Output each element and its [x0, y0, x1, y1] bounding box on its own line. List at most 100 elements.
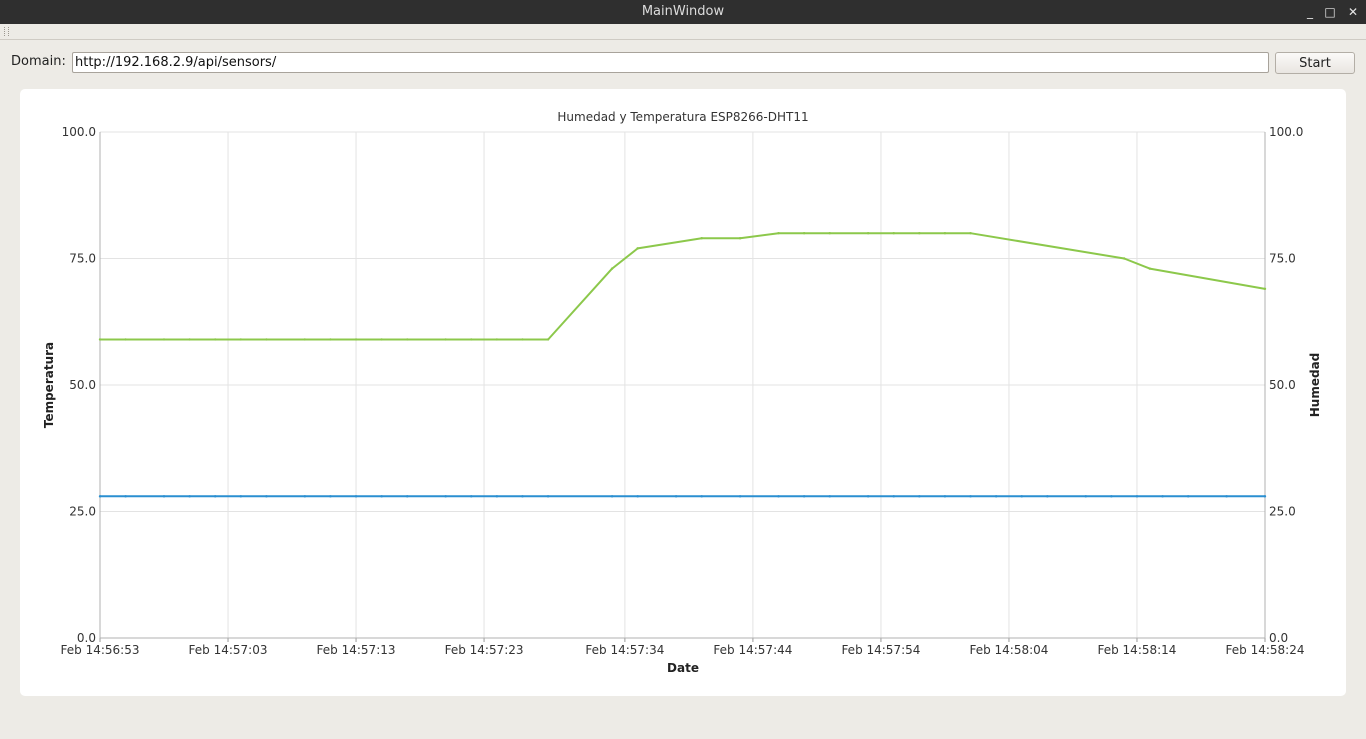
data-point — [1148, 267, 1151, 270]
y-tick-label-right: 0.0 — [1269, 631, 1288, 645]
x-axis-label: Date — [667, 661, 699, 675]
data-point — [124, 495, 127, 498]
data-point — [521, 338, 524, 341]
chart-grid — [99, 131, 1266, 639]
data-point — [892, 232, 895, 235]
maximize-icon[interactable]: □ — [1324, 5, 1336, 19]
data-point — [444, 338, 447, 341]
data-point — [546, 338, 550, 341]
window-title: MainWindow — [641, 4, 725, 19]
data-point — [738, 495, 742, 498]
data-point — [98, 495, 102, 498]
data-point — [1084, 495, 1087, 498]
data-point — [1046, 495, 1049, 498]
data-point — [239, 495, 243, 498]
x-tick-label: Feb 14:57:13 — [317, 643, 396, 657]
y-tick-label-right: 50.0 — [1269, 378, 1296, 392]
data-point — [969, 232, 972, 235]
data-point — [214, 495, 217, 498]
data-point — [444, 495, 447, 498]
y-tick-label-right: 75.0 — [1269, 252, 1296, 266]
data-point — [943, 495, 947, 498]
x-tick-label: Feb 14:56:53 — [61, 643, 140, 657]
chart-series — [98, 232, 1267, 498]
data-point — [1263, 287, 1267, 291]
data-point — [1186, 495, 1190, 498]
y-tick-label-left: 75.0 — [69, 252, 96, 266]
data-point — [521, 495, 524, 498]
y-tick-label-left: 25.0 — [69, 505, 96, 519]
data-point — [866, 232, 870, 235]
x-tick-label: Feb 14:57:23 — [445, 643, 524, 657]
data-point — [610, 495, 614, 498]
chart-title: Humedad y Temperatura ESP8266-DHT11 — [557, 110, 808, 124]
y-axis-left-label: Temperatura — [42, 342, 56, 428]
window-titlebar: MainWindow _ □ ✕ — [0, 0, 1366, 24]
data-point — [969, 495, 972, 498]
data-point — [892, 495, 895, 498]
data-point — [546, 495, 550, 498]
chart-axes: 0.0 0.0 25.0 25.0 50.0 50.0 75.0 75.0 100.0 100.0… — [61, 125, 1305, 657]
data-point — [1161, 495, 1164, 498]
minimize-icon[interactable]: _ — [1307, 5, 1313, 19]
data-point — [610, 267, 614, 270]
x-tick-label: Feb 14:57:34 — [585, 643, 664, 657]
y-tick-label-right: 100.0 — [1269, 125, 1303, 139]
data-point — [918, 495, 921, 498]
data-point — [354, 338, 358, 341]
data-point — [700, 237, 703, 240]
data-point — [828, 495, 831, 498]
data-point — [1110, 495, 1113, 498]
data-point — [124, 338, 127, 341]
data-point — [636, 495, 639, 498]
data-point — [162, 495, 166, 498]
data-point — [470, 338, 473, 341]
data-point — [700, 495, 703, 498]
data-point — [329, 338, 332, 341]
data-point — [1020, 495, 1023, 498]
data-point — [329, 495, 332, 498]
start-button[interactable]: Start — [1275, 52, 1355, 74]
data-point — [943, 232, 947, 235]
data-point — [303, 338, 307, 341]
data-point — [214, 338, 217, 341]
x-tick-label: Feb 14:57:54 — [841, 643, 920, 657]
data-point — [738, 237, 742, 240]
data-point — [495, 495, 499, 498]
y-tick-label-right: 25.0 — [1269, 505, 1296, 519]
data-point — [406, 338, 409, 341]
menu-bar — [0, 24, 1366, 40]
data-point — [1263, 495, 1267, 498]
chart-panel: 0.0 0.0 25.0 25.0 50.0 50.0 75.0 75.0 100.0 100.0… — [20, 89, 1346, 696]
data-point — [162, 338, 166, 341]
data-point — [674, 495, 678, 498]
data-point — [239, 338, 243, 341]
data-point — [188, 338, 191, 341]
x-tick-label: Feb 14:57:44 — [713, 643, 792, 657]
x-tick-label: Feb 14:58:04 — [969, 643, 1048, 657]
close-icon[interactable]: ✕ — [1347, 5, 1359, 19]
x-tick-label: Feb 14:58:14 — [1097, 643, 1176, 657]
y-tick-label-left: 50.0 — [69, 378, 96, 392]
data-point — [380, 338, 383, 341]
toolbar-grip-icon[interactable] — [4, 27, 9, 36]
y-tick-label-left: 100.0 — [62, 125, 96, 139]
line-chart: 0.0 0.0 25.0 25.0 50.0 50.0 75.0 75.0 100.0 100.0… — [42, 110, 1322, 675]
data-point — [303, 495, 307, 498]
data-point — [802, 232, 806, 235]
data-point — [380, 495, 383, 498]
data-point — [802, 495, 806, 498]
data-point — [994, 495, 998, 498]
domain-input[interactable] — [72, 52, 1269, 73]
data-point — [918, 232, 921, 235]
data-point — [866, 495, 870, 498]
data-point — [470, 495, 473, 498]
x-tick-label: Feb 14:57:03 — [189, 643, 268, 657]
data-point — [1122, 257, 1126, 260]
y-axis-right-label: Humedad — [1308, 353, 1322, 418]
data-point — [777, 232, 780, 235]
data-point — [1135, 495, 1139, 498]
data-point — [265, 338, 268, 341]
data-point — [98, 338, 102, 341]
data-point — [188, 495, 191, 498]
